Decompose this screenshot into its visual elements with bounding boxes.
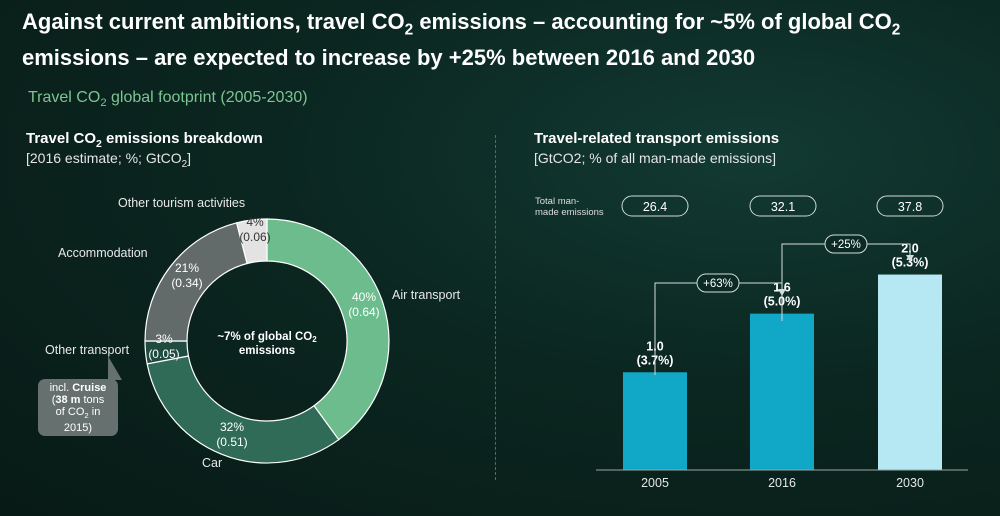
subtitle: Travel CO2 global footprint (2005-2030) <box>28 89 308 109</box>
other-tourism-gt-label: (0.06) <box>239 230 270 244</box>
callout-cruise: Cruise <box>72 382 107 394</box>
headline: Against current ambitions, travel CO2 em… <box>22 8 992 72</box>
accommodation-category-label: Accommodation <box>58 246 148 260</box>
air-transport-category-label: Air transport <box>392 288 461 302</box>
headline-line1-mid: emissions – accounting for ~5% of global… <box>413 9 892 34</box>
other-transport-pct-label: 3% <box>155 332 173 346</box>
callout-unit: tons <box>80 394 105 406</box>
left-units-sub: 2 <box>181 158 188 170</box>
connector-arrowhead-2016 <box>778 289 786 296</box>
right-panel-title: Travel-related transport emissions <box>534 130 780 147</box>
other-transport-category-label: Other transport <box>45 343 130 357</box>
bar-chart: Total man- made emissions 26.4 32.1 37.8… <box>535 195 968 490</box>
bar-share-label-2030: (5.3%) <box>892 256 929 270</box>
callout-line3-post: in <box>88 406 101 418</box>
connector-arrowhead-2030 <box>906 255 914 262</box>
callout-line3-pre: of CO <box>55 406 85 418</box>
headline-line2: emissions – are expected to increase by … <box>22 45 756 71</box>
left-units-post: ] <box>187 150 191 166</box>
car-pct-label: 32% <box>220 420 244 434</box>
accommodation-pct-label: 21% <box>175 261 199 275</box>
total-value-2016: 32.1 <box>771 200 795 214</box>
donut-slice-other-tourism <box>235 218 268 265</box>
donut-slices <box>144 218 390 464</box>
left-panel-units: [2016 estimate; %; GtCO2] <box>26 150 191 170</box>
subtitle-post: global footprint (2005-2030) <box>106 89 308 106</box>
callout-line3-sub: 2 <box>84 411 89 421</box>
total-label-line1: Total man- <box>535 196 579 207</box>
car-gt-label: (0.51) <box>216 435 247 449</box>
cruise-callout: incl. Cruise (38 m tons of CO2 in 2015) <box>38 379 118 436</box>
donut-slice-car <box>146 355 340 464</box>
total-pill-2016 <box>749 195 817 217</box>
other-transport-gt-label: (0.05) <box>148 347 179 361</box>
donut-center-line2: emissions <box>239 345 295 357</box>
left-title-post: emissions breakdown <box>101 130 263 147</box>
callout-amount: 38 m <box>55 394 81 406</box>
total-label-line2: made emissions <box>535 207 604 218</box>
bar-2016 <box>750 313 814 470</box>
left-panel-title: Travel CO2 emissions breakdown <box>26 130 263 150</box>
headline-line1-sub: 2 <box>404 21 414 39</box>
callout-pre: incl. <box>49 382 73 394</box>
totals-row: 26.4 32.1 37.8 <box>621 195 944 217</box>
air-pct-label: 40% <box>352 290 376 304</box>
x-tick-label-2016: 2016 <box>768 476 796 490</box>
air-gt-label: (0.64) <box>348 305 379 319</box>
bar-2005 <box>623 372 687 470</box>
other-tourism-category-label: Other tourism activities <box>118 196 245 210</box>
right-panel-units: [GtCO2; % of all man-made emissions] <box>534 150 776 166</box>
subtitle-sub: 2 <box>100 97 107 110</box>
other-tourism-pct-label: 4% <box>246 215 264 229</box>
accommodation-gt-label: (0.34) <box>171 276 202 290</box>
growth-pill-2 <box>824 234 868 254</box>
growth-pill-1 <box>696 273 740 293</box>
donut-slice-air <box>266 218 390 441</box>
subtitle-pre: Travel CO <box>28 89 101 106</box>
growth-label-2: +25% <box>831 239 861 251</box>
donut-chart: ~7% of global CO2 emissions 40% (0.64) 3… <box>45 196 461 470</box>
total-pill-2030 <box>876 195 944 217</box>
total-value-2030: 37.8 <box>898 200 922 214</box>
callout-open: ( <box>51 394 56 406</box>
callout-pointer <box>108 356 122 380</box>
left-title-sub: 2 <box>96 138 102 150</box>
headline-line1-sub2: 2 <box>891 21 901 39</box>
total-value-2005: 26.4 <box>643 200 667 214</box>
car-category-label: Car <box>202 456 222 470</box>
bar-2030 <box>878 274 942 470</box>
left-units-pre: [2016 estimate; %; GtCO <box>26 150 182 166</box>
panel-divider <box>495 135 496 480</box>
headline-line1-pre: Against current ambitions, travel CO <box>22 9 405 34</box>
total-pill-2005 <box>621 195 689 217</box>
growth-label-1: +63% <box>703 278 733 290</box>
x-tick-label-2030: 2030 <box>896 476 924 490</box>
callout-line4: 2015) <box>63 422 93 435</box>
donut-center-line1: ~7% of global CO2 <box>217 331 317 344</box>
left-title-pre: Travel CO <box>26 130 97 147</box>
x-tick-label-2005: 2005 <box>641 476 669 490</box>
